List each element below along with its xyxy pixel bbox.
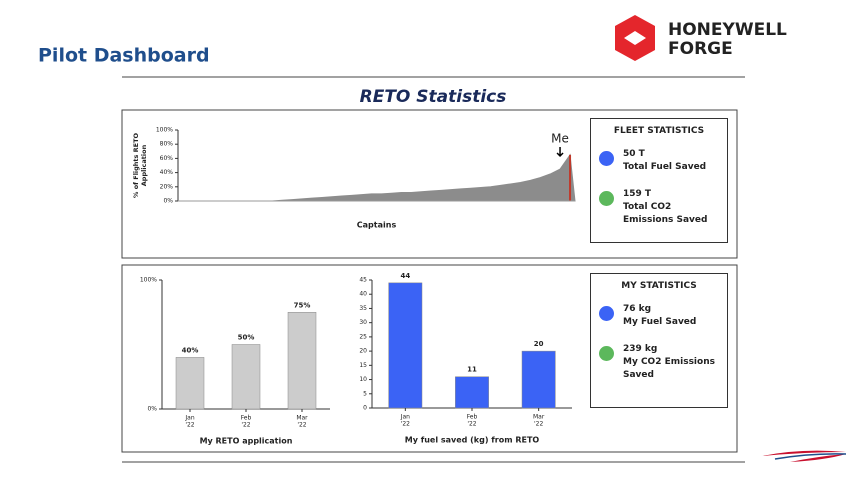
y-tick-label: 0% (147, 406, 157, 413)
value-label: 20 (534, 340, 544, 348)
y-axis-label: Application (140, 144, 148, 186)
x-tick-label: '22 (241, 422, 250, 429)
stat-dot (599, 191, 614, 206)
x-tick-label: '22 (185, 422, 194, 429)
stat-item: 76 kg My Fuel Saved (599, 303, 727, 329)
chart-title: My fuel saved (kg) from RETO (405, 436, 540, 445)
x-tick-label: '22 (534, 421, 543, 428)
x-tick-label: '22 (467, 421, 476, 428)
bar (521, 350, 556, 409)
y-tick-label: 100% (156, 127, 173, 134)
brand-swoosh (762, 450, 846, 462)
x-tick-label: Feb (467, 414, 478, 421)
stat-dot (599, 306, 614, 321)
page-title: Pilot Dashboard (38, 45, 210, 67)
y-tick-label: 0 (363, 405, 367, 412)
stat-label: Total Fuel Saved (623, 162, 707, 172)
x-axis-label: Captains (357, 221, 397, 230)
y-tick-label: 60% (160, 155, 174, 162)
y-tick-label: 80% (160, 141, 174, 148)
y-tick-label: 40% (160, 169, 174, 176)
stat-label: My CO2 Emissions Saved (623, 357, 715, 380)
stat-value: 76 kg (623, 304, 652, 314)
value-label: 75% (294, 301, 311, 309)
y-tick-label: 20% (160, 183, 174, 190)
panel (121, 264, 738, 453)
y-tick-label: 25 (359, 333, 367, 340)
stat-title: MY STATISTICS (621, 281, 697, 291)
arrow (556, 147, 564, 158)
x-tick-label: '22 (297, 422, 306, 429)
stat-dot (599, 346, 614, 361)
x-tick-label: Feb (241, 415, 252, 422)
y-axis-label: % of Flights RETO (132, 132, 140, 198)
stat-text: 159 T Total CO2 Emissions Saved (623, 188, 723, 227)
y-tick-label: 30 (359, 319, 367, 326)
x-tick-label: '22 (401, 421, 410, 428)
stat-label: My Fuel Saved (623, 317, 697, 327)
stat-item: 159 T Total CO2 Emissions Saved (599, 188, 727, 227)
area (178, 153, 576, 202)
y-tick-label: 0% (163, 198, 173, 205)
x-tick-label: Mar (296, 415, 308, 422)
stat-value: 159 T (623, 189, 652, 199)
bar (455, 376, 489, 409)
stat-value: 239 kg (623, 344, 658, 354)
fleet-statistics: FLEET STATISTICS 50 T Total Fuel Saved 159 … (590, 118, 728, 243)
x-tick-label: Jan (400, 414, 410, 421)
stat-item: 50 T Total Fuel Saved (599, 148, 727, 174)
x-tick-label: Mar (533, 414, 545, 421)
annotation: Me (551, 132, 569, 146)
value-label: 44 (400, 272, 410, 280)
logo-icon (615, 15, 655, 61)
panel (121, 109, 738, 259)
stat-item: 239 kg My CO2 Emissions Saved (599, 343, 727, 382)
heading: RETO Statistics (360, 87, 507, 107)
value-label: 11 (467, 366, 477, 374)
stat-label: Total CO2 Emissions Saved (623, 202, 708, 225)
stat-text: 239 kg My CO2 Emissions Saved (623, 343, 723, 382)
bar (175, 357, 205, 410)
logo-text: HONEYWELL (668, 20, 787, 40)
stat-title: FLEET STATISTICS (613, 126, 705, 136)
brand-swoosh (774, 453, 847, 460)
y-tick-label: 20 (359, 348, 367, 355)
x-tick-label: Jan (184, 415, 194, 422)
stat-value: 50 T (623, 149, 645, 159)
value-label: 50% (238, 334, 255, 342)
y-tick-label: 40 (359, 291, 367, 298)
stat-dot (599, 151, 614, 166)
bar (388, 282, 423, 409)
stat-text: 76 kg My Fuel Saved (623, 303, 723, 329)
bar (231, 344, 261, 410)
y-tick-label: 10 (359, 376, 367, 383)
y-tick-label: 5 (363, 390, 367, 397)
y-tick-label: 35 (359, 305, 367, 312)
y-tick-label: 15 (359, 362, 367, 369)
chart-title: My RETO application (200, 437, 293, 446)
y-tick-label: 45 (359, 277, 367, 284)
value-label: 40% (182, 346, 199, 354)
bar (287, 312, 317, 410)
logo-text: FORGE (668, 39, 733, 59)
my-statistics: MY STATISTICS 76 kg My Fuel Saved 239 kg My … (590, 273, 728, 408)
stat-text: 50 T Total Fuel Saved (623, 148, 723, 174)
y-tick-label: 100% (140, 277, 157, 284)
